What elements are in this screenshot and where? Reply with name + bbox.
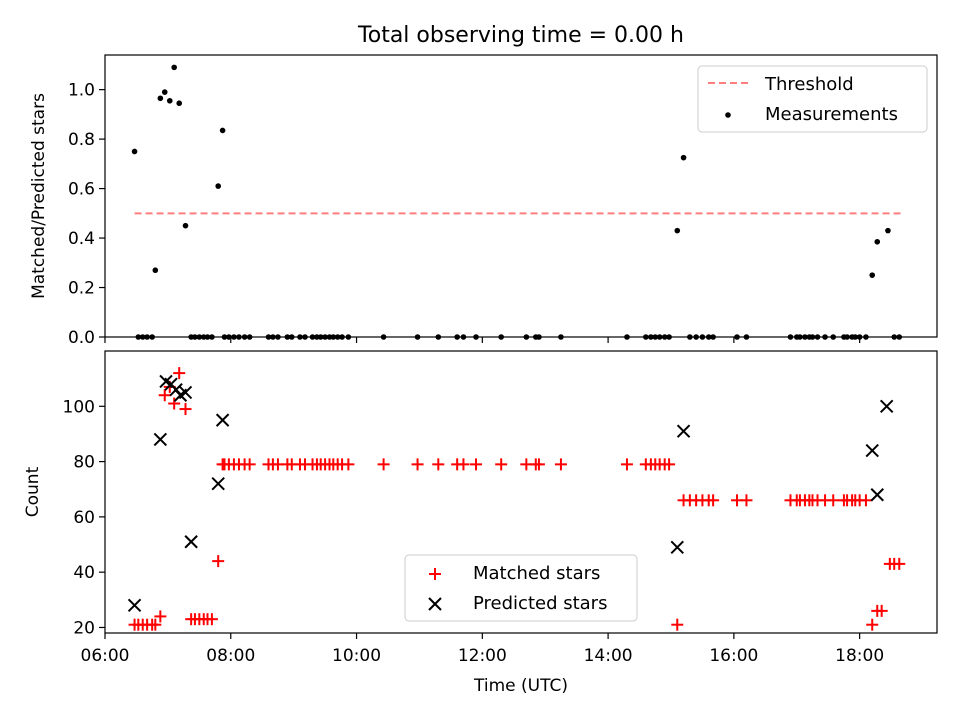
legend-measurements-swatch (725, 112, 731, 118)
ratio-panel: 0.0 0.2 0.4 0.6 0.8 1.0 Matched/Predicted sta… (29, 54, 938, 348)
measurements-point (680, 154, 687, 161)
ratio-y-tick-label: 1.0 (68, 81, 95, 101)
legend-predicted-label: Predicted stars (473, 593, 607, 614)
measurements-point (152, 267, 159, 274)
matched-stars-point (859, 494, 872, 507)
matched-stars-point (532, 458, 545, 471)
matched-stars-point (342, 458, 355, 471)
matched-stars-point (827, 494, 840, 507)
legend-threshold-label: Threshold (764, 74, 854, 95)
measurements-point (176, 100, 183, 107)
count-panel-frame (104, 350, 938, 634)
count-panel: 20 40 60 80 100 06:00 08:00 10:00 12:00 14:00 16:… (23, 350, 938, 666)
matched-stars-point (457, 458, 470, 471)
count-y-tick-label: 20 (73, 618, 95, 638)
measurements-point (215, 183, 221, 189)
predicted-stars-point (178, 385, 193, 400)
matched-stars-point (893, 557, 906, 570)
measurements-point (874, 238, 881, 245)
ratio-y-tick-label: 0.6 (68, 180, 95, 200)
predicted-stars-point (879, 399, 894, 414)
matched-stars-point (205, 613, 218, 626)
count-y-tick-label: 40 (73, 563, 95, 583)
count-y-tick-label: 80 (73, 453, 95, 473)
matched-stars-point (554, 458, 567, 471)
predicted-stars-point (676, 424, 691, 438)
measurements-point (885, 227, 891, 234)
measurements-point (674, 227, 681, 234)
ratio-y-tick-label: 0.2 (68, 279, 95, 299)
count-legend-box (404, 554, 638, 622)
matched-stars-point (179, 403, 192, 416)
measurements-point (182, 222, 189, 229)
predicted-stars-point (211, 476, 225, 491)
predicted-stars-point (865, 443, 879, 458)
predicted-stars-point (215, 413, 230, 427)
legend-matched-swatch (429, 568, 441, 580)
ratio-y-tick-label: 0.4 (68, 229, 95, 249)
matched-stars-point (158, 389, 171, 402)
matched-stars-point (620, 458, 633, 471)
ratio-panel-frame (104, 54, 938, 338)
predicted-stars-point (670, 540, 684, 555)
legend-matched-label: Matched stars (473, 563, 600, 584)
x-tick-label: 06:00 (81, 646, 130, 666)
x-tick-label: 18:00 (835, 646, 884, 666)
matched-stars-point (671, 618, 684, 631)
measurements-point (161, 89, 168, 95)
ratio-y-tick-label: 0.8 (68, 130, 95, 150)
matched-stars-point (740, 494, 753, 507)
matched-stars-point (377, 458, 390, 471)
count-y-axis-label: Count (23, 466, 43, 517)
matched-stars-point (707, 494, 720, 507)
matched-stars-point (495, 458, 508, 471)
predicted-stars-point (153, 432, 168, 447)
x-tick-label: 10:00 (332, 646, 381, 666)
matched-stars-point (168, 397, 181, 410)
matched-stars-point (470, 458, 483, 471)
matched-stars-point (866, 618, 879, 631)
predicted-stars-point (184, 535, 198, 549)
legend-measurements-label: Measurements (765, 104, 898, 125)
ratio-y-tick-label: 0.0 (68, 328, 95, 348)
measurements-point (166, 97, 173, 104)
x-axis-label: Time (UTC) (473, 676, 568, 696)
ratio-y-axis-label: Matched/Predicted stars (29, 93, 49, 299)
matched-stars-point (432, 458, 445, 471)
matched-stars-point (212, 555, 225, 568)
measurements-point (869, 272, 876, 278)
matched-stars-point (243, 458, 256, 471)
count-y-tick-label: 100 (63, 397, 95, 417)
count-y-tick-label: 60 (73, 508, 95, 528)
legend-predicted-swatch (428, 597, 442, 611)
x-tick-label: 12:00 (458, 646, 507, 666)
matched-stars-point (154, 610, 167, 623)
measurements-point (219, 127, 226, 134)
matched-stars-point (663, 458, 676, 471)
predicted-stars-point (870, 488, 884, 502)
measurements-point (157, 95, 164, 102)
ratio-legend: Threshold Measurements (697, 65, 928, 133)
count-legend: Matched stars Predicted stars (404, 554, 638, 622)
matched-stars-point (875, 604, 888, 617)
measurements-point (131, 148, 138, 155)
predicted-stars-point (127, 598, 142, 613)
measurements-point (171, 64, 177, 71)
x-tick-label: 14:00 (584, 646, 633, 666)
x-tick-label: 08:00 (206, 646, 255, 666)
x-tick-label: 16:00 (709, 646, 758, 666)
ratio-legend-box (697, 65, 928, 133)
matched-stars-point (411, 458, 424, 471)
matched-stars-point (149, 618, 162, 631)
matched-stars-point (173, 367, 186, 380)
chart-title: Total observing time = 0.00 h (357, 23, 684, 48)
